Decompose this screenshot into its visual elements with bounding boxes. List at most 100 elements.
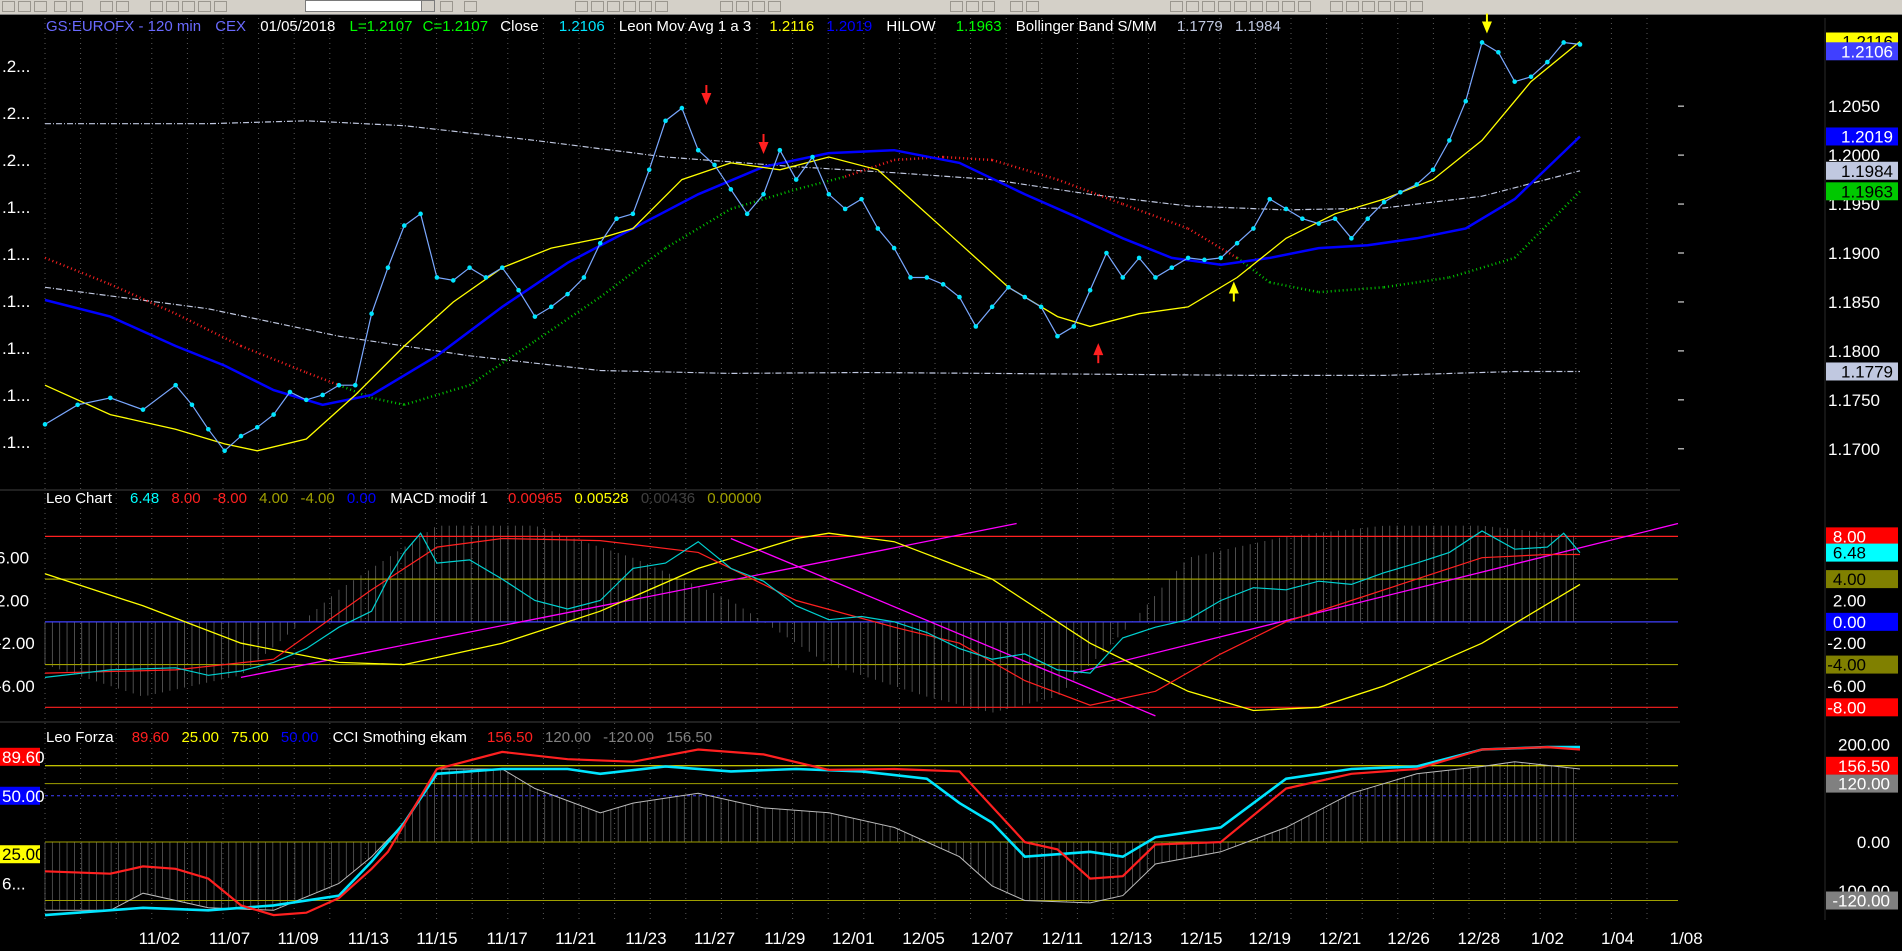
leo-forza-value-4: 50.00 [281, 729, 319, 746]
zoom-in-icon[interactable] [950, 1, 963, 12]
close-value: C=1.2107 [423, 18, 488, 35]
hilow-segment [1318, 286, 1385, 294]
circle-icon[interactable] [1378, 1, 1391, 12]
scroll-left-icon[interactable] [1010, 1, 1023, 12]
price-point [352, 382, 358, 388]
hilow-segment [844, 158, 895, 178]
price-point [663, 118, 668, 124]
text-tool-icon[interactable] [1410, 1, 1423, 12]
toolbar [0, 0, 1902, 15]
symbol-dropdown[interactable] [305, 0, 435, 12]
price-point [1055, 333, 1060, 339]
value-tag-left-label: 50.00 [2, 787, 45, 806]
price-point [859, 196, 864, 202]
price-point [1071, 324, 1077, 329]
macd-value-2: 0.00528 [574, 490, 628, 507]
color-icon[interactable] [752, 1, 765, 12]
ellipse-icon[interactable] [1298, 1, 1311, 12]
percent-icon[interactable] [768, 1, 781, 12]
save-icon[interactable] [18, 1, 31, 12]
y-tick-label: 1.2000 [1828, 146, 1880, 165]
scroll-right-icon[interactable] [1026, 1, 1039, 12]
price-point [1365, 216, 1371, 222]
value-tag-label: 156.50 [1838, 757, 1890, 776]
price-point [483, 275, 489, 280]
paste-icon[interactable] [70, 1, 83, 12]
leo-forza-value-1: 89.60 [132, 729, 170, 746]
stop-icon[interactable] [214, 1, 227, 12]
copy-icon[interactable] [54, 1, 67, 12]
value-tag-label: 6.48 [1833, 544, 1866, 563]
y-tick-label: 1.1800 [1828, 342, 1880, 361]
price-point [303, 397, 309, 403]
price-point [1087, 287, 1093, 293]
play-icon[interactable] [440, 1, 453, 12]
price-point [1038, 304, 1044, 310]
cursor-icon[interactable] [1170, 1, 1183, 12]
value-tag [1826, 612, 1898, 631]
y-tick-label-left: .1... [2, 245, 30, 264]
cut-icon[interactable] [100, 1, 113, 12]
area-icon[interactable] [655, 1, 668, 12]
signal-arrow-up [1093, 343, 1104, 356]
indicator-icon[interactable] [720, 1, 733, 12]
undo-icon[interactable] [116, 1, 129, 12]
ma-label: Leon Mov Avg 1 a 3 [619, 18, 751, 35]
chevron-down-icon[interactable] [421, 1, 434, 11]
arc-icon[interactable] [1330, 1, 1343, 12]
cycle-icon[interactable] [1282, 1, 1295, 12]
bollinger-upper-line [45, 120, 1581, 211]
x-tick-label: 11/09 [277, 929, 318, 948]
price-point [434, 275, 440, 280]
leo-forza-value-2: 25.00 [181, 729, 219, 746]
hilow-segment [109, 283, 177, 315]
hilow-segment [44, 256, 111, 286]
macd-label: MACD modif 1 [390, 490, 488, 507]
x-tick-label: 11/15 [416, 929, 457, 948]
value-tag-label: -8.00 [1827, 698, 1866, 717]
candle-icon[interactable] [591, 1, 604, 12]
point-icon[interactable] [623, 1, 636, 12]
format-icon[interactable] [182, 1, 195, 12]
bar-chart-icon[interactable] [575, 1, 588, 12]
hilow-segment [1269, 281, 1319, 294]
settings-icon[interactable] [198, 1, 211, 12]
bollinger-value-2: 1.1984 [1235, 18, 1281, 35]
window-icon[interactable] [150, 1, 163, 12]
fib-icon[interactable] [1234, 1, 1247, 12]
x-tick-label: 12/13 [1110, 929, 1153, 948]
rect-icon[interactable] [1362, 1, 1375, 12]
hilow-segment [534, 296, 601, 343]
channel-icon[interactable] [1250, 1, 1263, 12]
print-icon[interactable] [34, 1, 47, 12]
price-point [630, 211, 636, 217]
trendline-icon[interactable] [1186, 1, 1199, 12]
value-tag [1826, 570, 1898, 589]
gann-icon[interactable] [1266, 1, 1279, 12]
svg-text:Leo Chart 6.48 8.00: Leo Chart 6.48 8.00 -8.00 4.00 -4.00 0.0… [46, 490, 761, 507]
hline-icon[interactable] [1202, 1, 1215, 12]
axes: 11/02 11/07 11/09 11/13 11/15 11/17 11/21 11/23… [0, 18, 1826, 948]
line-chart-icon[interactable] [607, 1, 620, 12]
search-icon[interactable] [464, 1, 477, 12]
macd-value-1: 0.00965 [508, 490, 562, 507]
zoom-out-icon[interactable] [966, 1, 979, 12]
price-point [1300, 216, 1305, 222]
value-tag-left [0, 786, 40, 805]
exchange-label: CEX [215, 18, 246, 35]
price-point [1349, 236, 1354, 241]
value-tag-label: 8.00 [1833, 527, 1866, 546]
vline-icon[interactable] [1218, 1, 1231, 12]
pin-icon[interactable] [1394, 1, 1407, 12]
open-icon[interactable] [2, 1, 15, 12]
zoom-reset-icon[interactable] [982, 1, 995, 12]
arrow-icon[interactable] [1346, 1, 1359, 12]
price-point [744, 211, 750, 217]
value-tag-left-label: 6... [2, 874, 26, 893]
hilow-segment [371, 396, 405, 406]
layout-icon[interactable] [166, 1, 179, 12]
histogram-icon[interactable] [639, 1, 652, 12]
cci-label: CCI Smothing ekam [333, 729, 467, 746]
study-icon[interactable] [736, 1, 749, 12]
